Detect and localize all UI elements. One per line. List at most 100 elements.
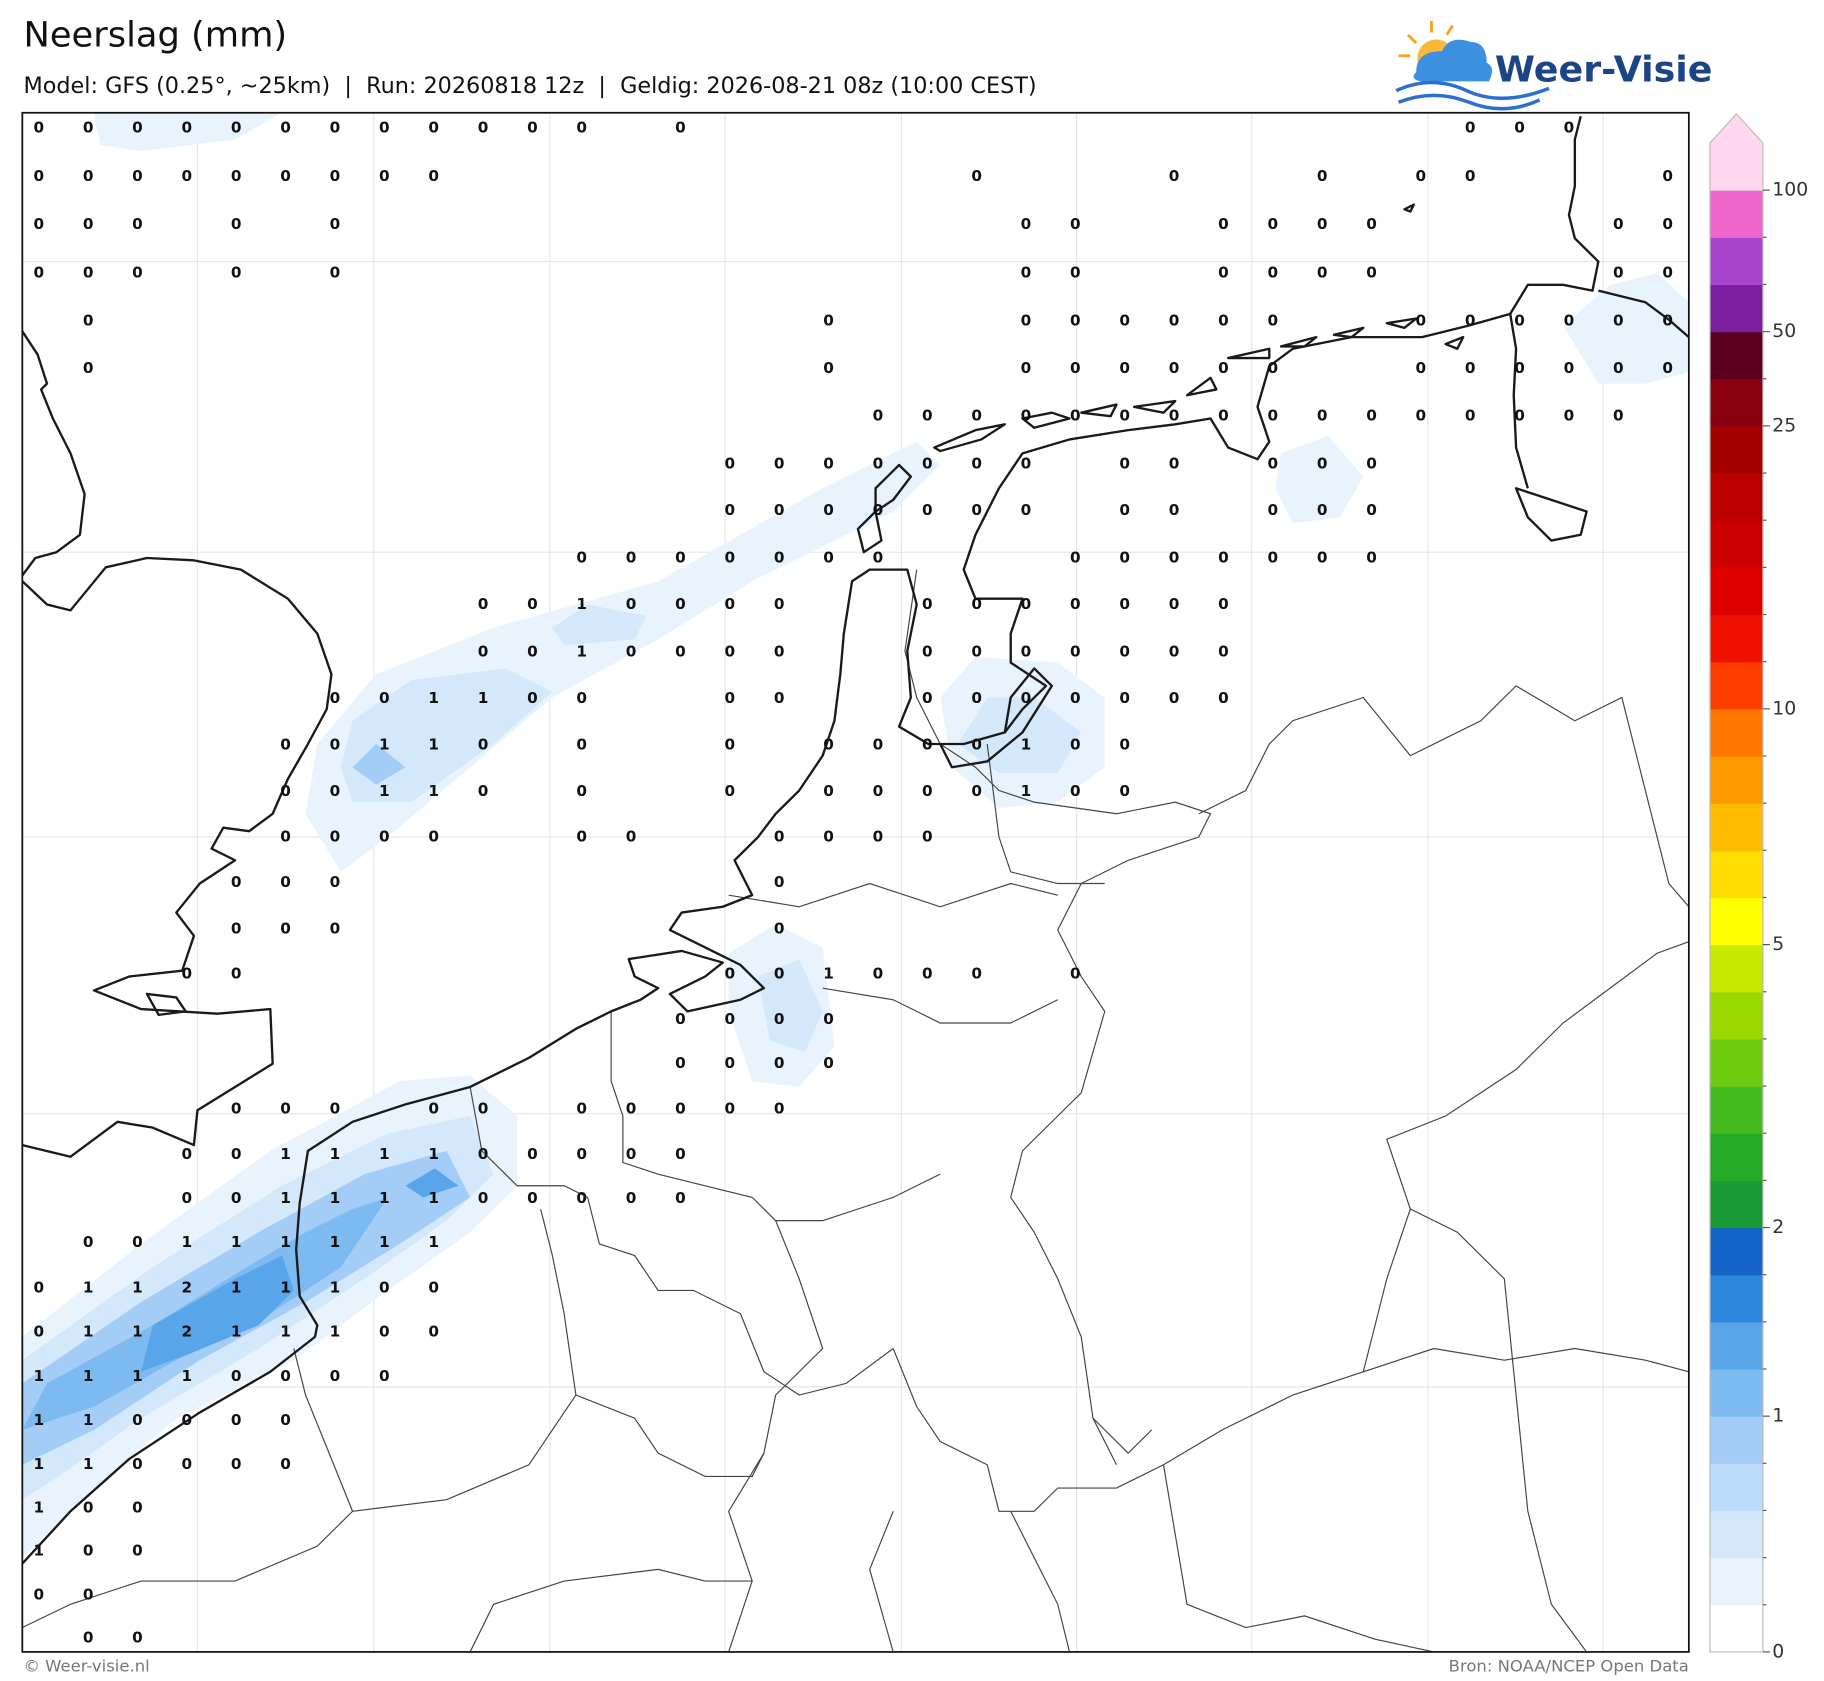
grid-value: 0 [725,736,736,754]
grid-value: 0 [231,1411,242,1429]
grid-values: 0 0 0 0 0 0 0 0 0 0 0 0 0 0 0 0 0 0 0 0 0 0 0 0 0 0 0 0 0 0 0 0 0 0 0 0 0 0 0 0… [33,118,1673,1646]
footer-source: Bron: NOAA/NCEP Open Data [1449,1657,1689,1676]
grid-value: 1 [1021,736,1032,754]
grid-value: 0 [1465,359,1476,377]
grid-value: 0 [922,689,933,707]
grid-value: 0 [1070,311,1081,329]
grid-value: 0 [823,454,834,472]
colorbar-outline [1709,113,1764,1653]
grid-value: 0 [527,643,538,661]
grid-value: 0 [1119,643,1130,661]
grid-value: 0 [1613,407,1624,425]
colorbar-band [1710,803,1763,851]
grid-value: 1 [83,1411,94,1429]
colorbar-band [1710,1133,1763,1181]
grid-value: 0 [182,167,193,185]
grid-value: 0 [231,1367,242,1385]
grid-value: 0 [1070,689,1081,707]
grid-value: 0 [576,1189,587,1207]
colorbar-band [1710,190,1763,238]
grid-value: 0 [478,782,489,800]
grid-value: 0 [280,873,291,891]
grid-value: 0 [428,1100,439,1118]
grid-value: 0 [1662,359,1673,377]
grid-value: 0 [922,828,933,846]
map-content: 0 0 0 0 0 0 0 0 0 0 0 0 0 0 0 0 0 0 0 0 0 0 0 0 0 0 0 0 0 0 0 0 0 0 0 0 0 0 0 0… [22,112,1689,1652]
grid-value: 0 [922,736,933,754]
grid-value: 0 [576,549,587,567]
grid-value: 1 [428,689,439,707]
grid-value: 0 [132,118,143,136]
grid-value: 0 [823,549,834,567]
grid-value: 0 [725,1010,736,1028]
grid-value: 0 [231,873,242,891]
grid-value: 0 [1119,311,1130,329]
grid-value: 0 [1119,501,1130,519]
grid-value: 0 [1366,407,1377,425]
grid-value: 1 [823,965,834,983]
grid-value: 0 [182,965,193,983]
grid-value: 0 [823,501,834,519]
colorbar-band [1710,142,1763,191]
grid-value: 0 [922,595,933,613]
grid-value: 0 [1267,549,1278,567]
colorbar-tick-label: 25 [1772,415,1796,436]
grid-value: 1 [231,1233,242,1251]
grid-value: 0 [83,118,94,136]
grid-value: 0 [971,643,982,661]
grid-value: 0 [1070,407,1081,425]
grid-value: 0 [675,118,686,136]
grid-value: 0 [231,919,242,937]
grid-value: 0 [626,549,637,567]
grid-value: 0 [1169,454,1180,472]
grid-value: 1 [330,1279,341,1297]
grid-value: 0 [576,1100,587,1118]
grid-value: 1 [576,643,587,661]
grid-value: 0 [774,1010,785,1028]
grid-value: 0 [231,118,242,136]
grid-value: 0 [873,549,884,567]
colorbar-tick-label: 10 [1772,698,1796,719]
graticule [22,112,1689,1652]
map-area [22,112,1689,1652]
colorbar-band [1710,378,1763,427]
grid-value: 0 [576,1145,587,1163]
grid-value: 1 [379,1145,390,1163]
grid-value: 0 [478,118,489,136]
grid-value: 0 [1070,595,1081,613]
coastlines [22,115,1689,1565]
grid-value: 1 [33,1498,44,1516]
grid-value: 0 [1218,359,1229,377]
grid-value: 0 [675,1145,686,1163]
grid-value: 0 [1070,549,1081,567]
grid-value: 0 [330,118,341,136]
grid-value: 0 [182,1189,193,1207]
grid-value: 0 [379,1323,390,1341]
grid-value: 0 [280,167,291,185]
grid-value: 1 [576,595,587,613]
grid-value: 0 [922,782,933,800]
colorbar-band [1710,1038,1763,1087]
grid-value: 0 [132,1629,143,1647]
grid-value: 0 [1564,311,1575,329]
grid-value: 2 [182,1323,193,1341]
grid-value: 0 [1317,501,1328,519]
grid-value: 0 [675,643,686,661]
colorbar-band [1710,567,1763,616]
grid-value: 0 [922,407,933,425]
grid-value: 0 [922,454,933,472]
grid-value: 0 [33,264,44,282]
grid-value: 1 [182,1233,193,1251]
grid-value: 0 [1218,311,1229,329]
grid-value: 0 [83,1629,94,1647]
grid-value: 0 [330,828,341,846]
grid-value: 0 [922,501,933,519]
grid-value: 0 [379,828,390,846]
grid-value: 1 [379,1233,390,1251]
grid-value: 1 [132,1367,143,1385]
grid-value: 0 [971,167,982,185]
grid-value: 0 [280,828,291,846]
grid-value: 0 [1267,264,1278,282]
grid-value: 1 [231,1323,242,1341]
map-frame [21,111,1690,1653]
